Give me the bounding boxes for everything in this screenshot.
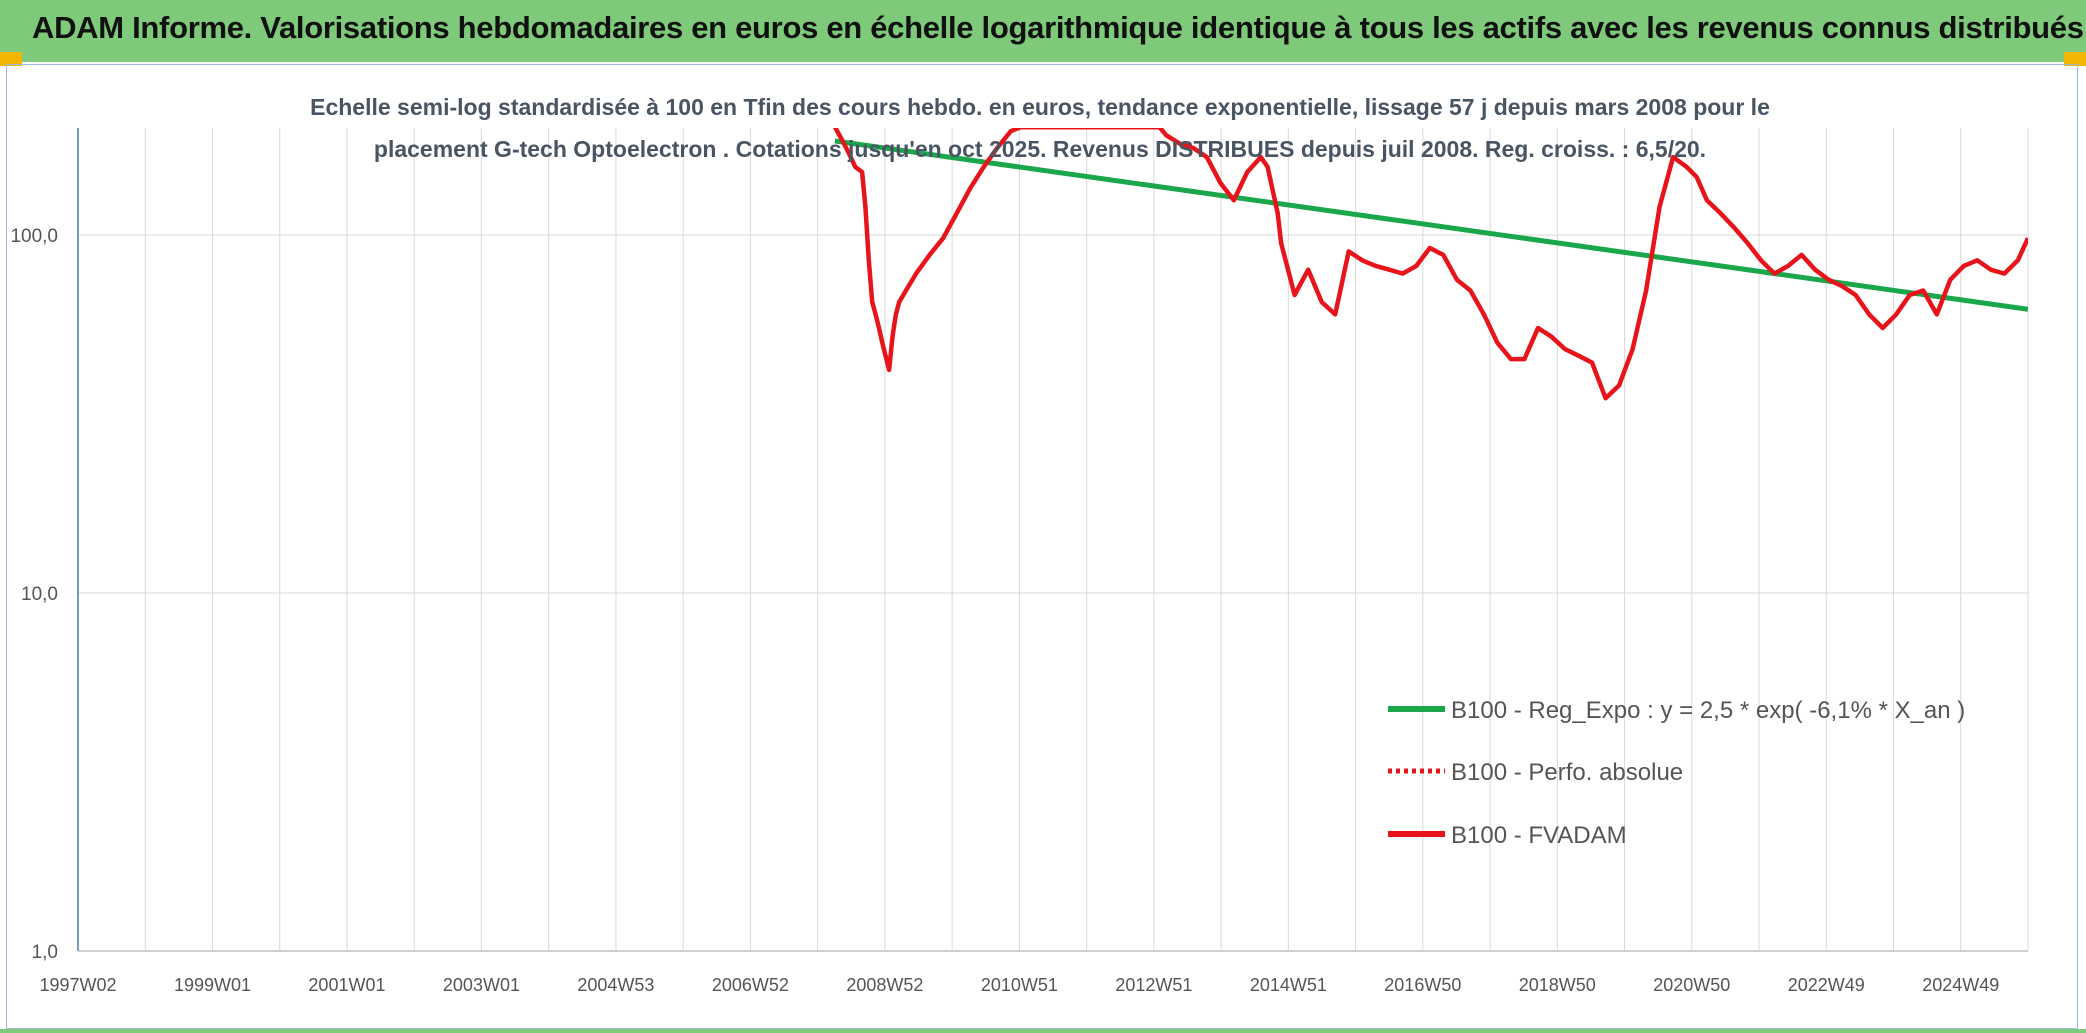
legend: B100 - Reg_Expo : y = 2,5 * exp( -6,1% *… [1388, 697, 1965, 849]
corner-marker-right [2064, 52, 2086, 66]
x-tick-label: 2016W50 [1384, 975, 1461, 995]
x-tick-label: 2024W49 [1922, 975, 1999, 995]
legend-label-perfo: B100 - Perfo. absolue [1451, 759, 1683, 786]
chart-title: Echelle semi-log standardisée à 100 en T… [310, 94, 1770, 162]
series-line-regression [834, 138, 2028, 312]
x-tick-label: 2022W49 [1788, 975, 1865, 995]
x-tick-label: 2003W01 [443, 975, 520, 995]
y-tick-label: 100,0 [10, 226, 58, 247]
x-tick-label: 1997W02 [39, 975, 116, 995]
report-title: ADAM Informe. Valorisations hebdomadaire… [32, 10, 2084, 45]
chart-title-line-1: Echelle semi-log standardisée à 100 en T… [310, 94, 1770, 120]
x-tick-label: 2006W52 [712, 975, 789, 995]
legend-label-fvadam: B100 - FVADAM [1451, 822, 1627, 849]
chart-title-line-2: placement G-tech Optoelectron . Cotation… [374, 136, 1706, 162]
x-tick-label: 2004W53 [577, 975, 654, 995]
title-banner: ADAM Informe. Valorisations hebdomadaire… [0, 0, 2086, 62]
legend-label-regression: B100 - Reg_Expo : y = 2,5 * exp( -6,1% *… [1451, 697, 1965, 724]
y-tick-label: 10,0 [21, 584, 58, 605]
corner-marker-left [0, 52, 22, 66]
x-tick-label: 2014W51 [1250, 975, 1327, 995]
axes: 1,0 10,0 100,0 1997W02 1999W01 2001W01 2003W01… [10, 128, 2028, 995]
series-line-fvadam [833, 128, 2028, 401]
grid [78, 128, 2029, 951]
series [833, 128, 2028, 401]
chart-area-border [6, 64, 2078, 1029]
x-tick-label: 2001W01 [308, 975, 385, 995]
y-tick-label: 1,0 [32, 942, 58, 963]
x-tick-label: 2008W52 [846, 975, 923, 995]
x-tick-label: 2010W51 [981, 975, 1058, 995]
bottom-bar [0, 1029, 2086, 1033]
x-tick-label: 2020W50 [1653, 975, 1730, 995]
x-tick-label: 2012W51 [1115, 975, 1192, 995]
x-tick-label: 2018W50 [1519, 975, 1596, 995]
x-tick-label: 1999W01 [174, 975, 251, 995]
